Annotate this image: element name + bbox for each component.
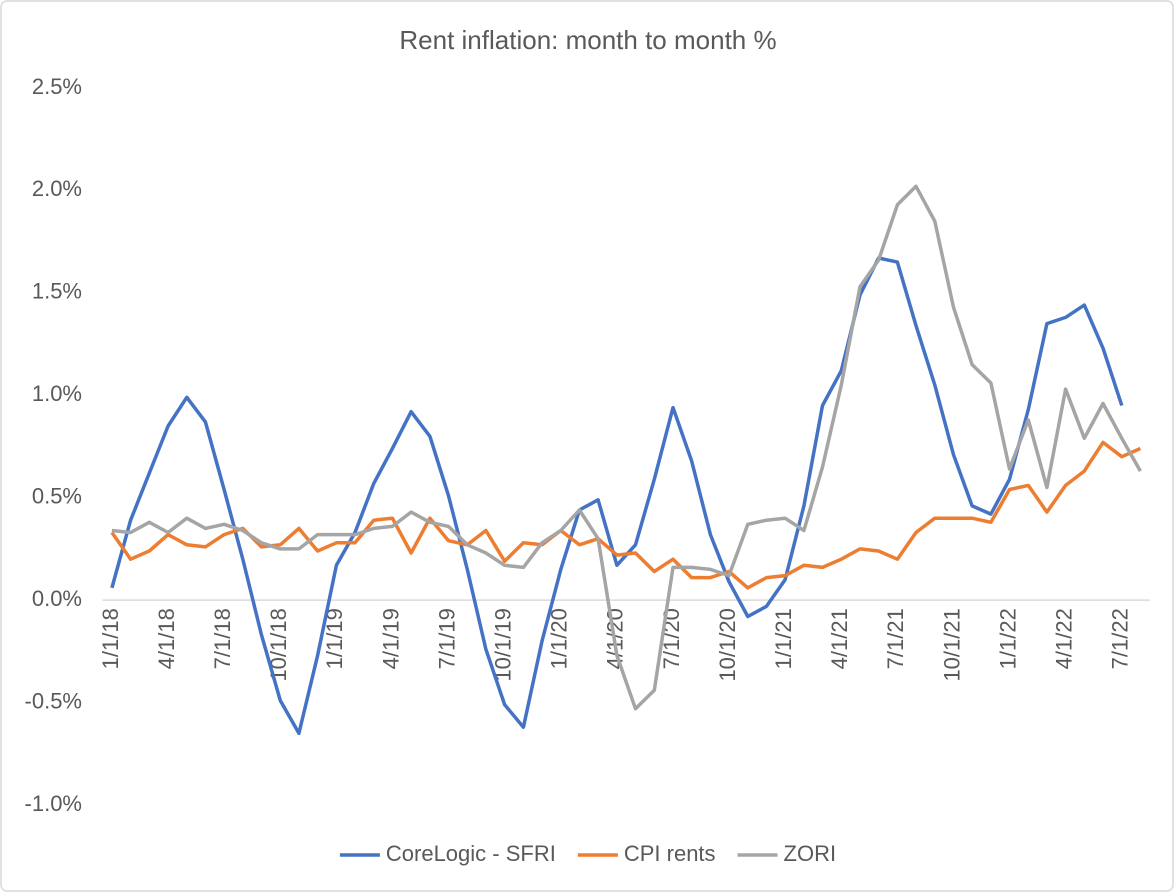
x-tick-label: 4/1/22 — [1051, 608, 1076, 669]
chart-title: Rent inflation: month to month % — [399, 25, 776, 55]
legend-label: ZORI — [784, 841, 837, 866]
x-tick-label: 7/1/19 — [434, 608, 459, 669]
x-tick-label: 1/1/22 — [995, 608, 1020, 669]
y-tick-label: 1.5% — [32, 279, 82, 304]
y-tick-label: 0.0% — [32, 586, 82, 611]
y-tick-label: 2.0% — [32, 176, 82, 201]
x-tick-label: 10/1/20 — [715, 608, 740, 681]
series-line — [110, 256, 1124, 736]
series-line — [110, 440, 1142, 590]
series-line — [111, 184, 1142, 711]
x-tick-label: 10/1/18 — [266, 608, 291, 681]
x-tick-label: 1/1/20 — [547, 608, 572, 669]
y-tick-label: 1.0% — [32, 381, 82, 406]
x-tick-label: 7/1/21 — [883, 608, 908, 669]
x-tick-label: 1/1/18 — [98, 608, 123, 669]
x-tick-label: 4/1/19 — [378, 608, 403, 669]
x-tick-label: 1/1/21 — [771, 608, 796, 669]
x-tick-label: 4/1/18 — [154, 608, 179, 669]
x-tick-label: 7/1/18 — [210, 608, 235, 669]
y-tick-label: 0.5% — [32, 484, 82, 509]
x-tick-label: 4/1/21 — [827, 608, 852, 669]
y-tick-label: -1.0% — [25, 791, 82, 816]
x-tick-label: 7/1/22 — [1108, 608, 1133, 669]
y-tick-label: -0.5% — [25, 688, 82, 713]
y-tick-label: 2.5% — [32, 74, 82, 99]
x-tick-label: 10/1/21 — [939, 608, 964, 681]
legend-label: CoreLogic - SFRI — [386, 841, 556, 866]
legend-label: CPI rents — [624, 841, 716, 866]
x-tick-label: 10/1/19 — [490, 608, 515, 681]
